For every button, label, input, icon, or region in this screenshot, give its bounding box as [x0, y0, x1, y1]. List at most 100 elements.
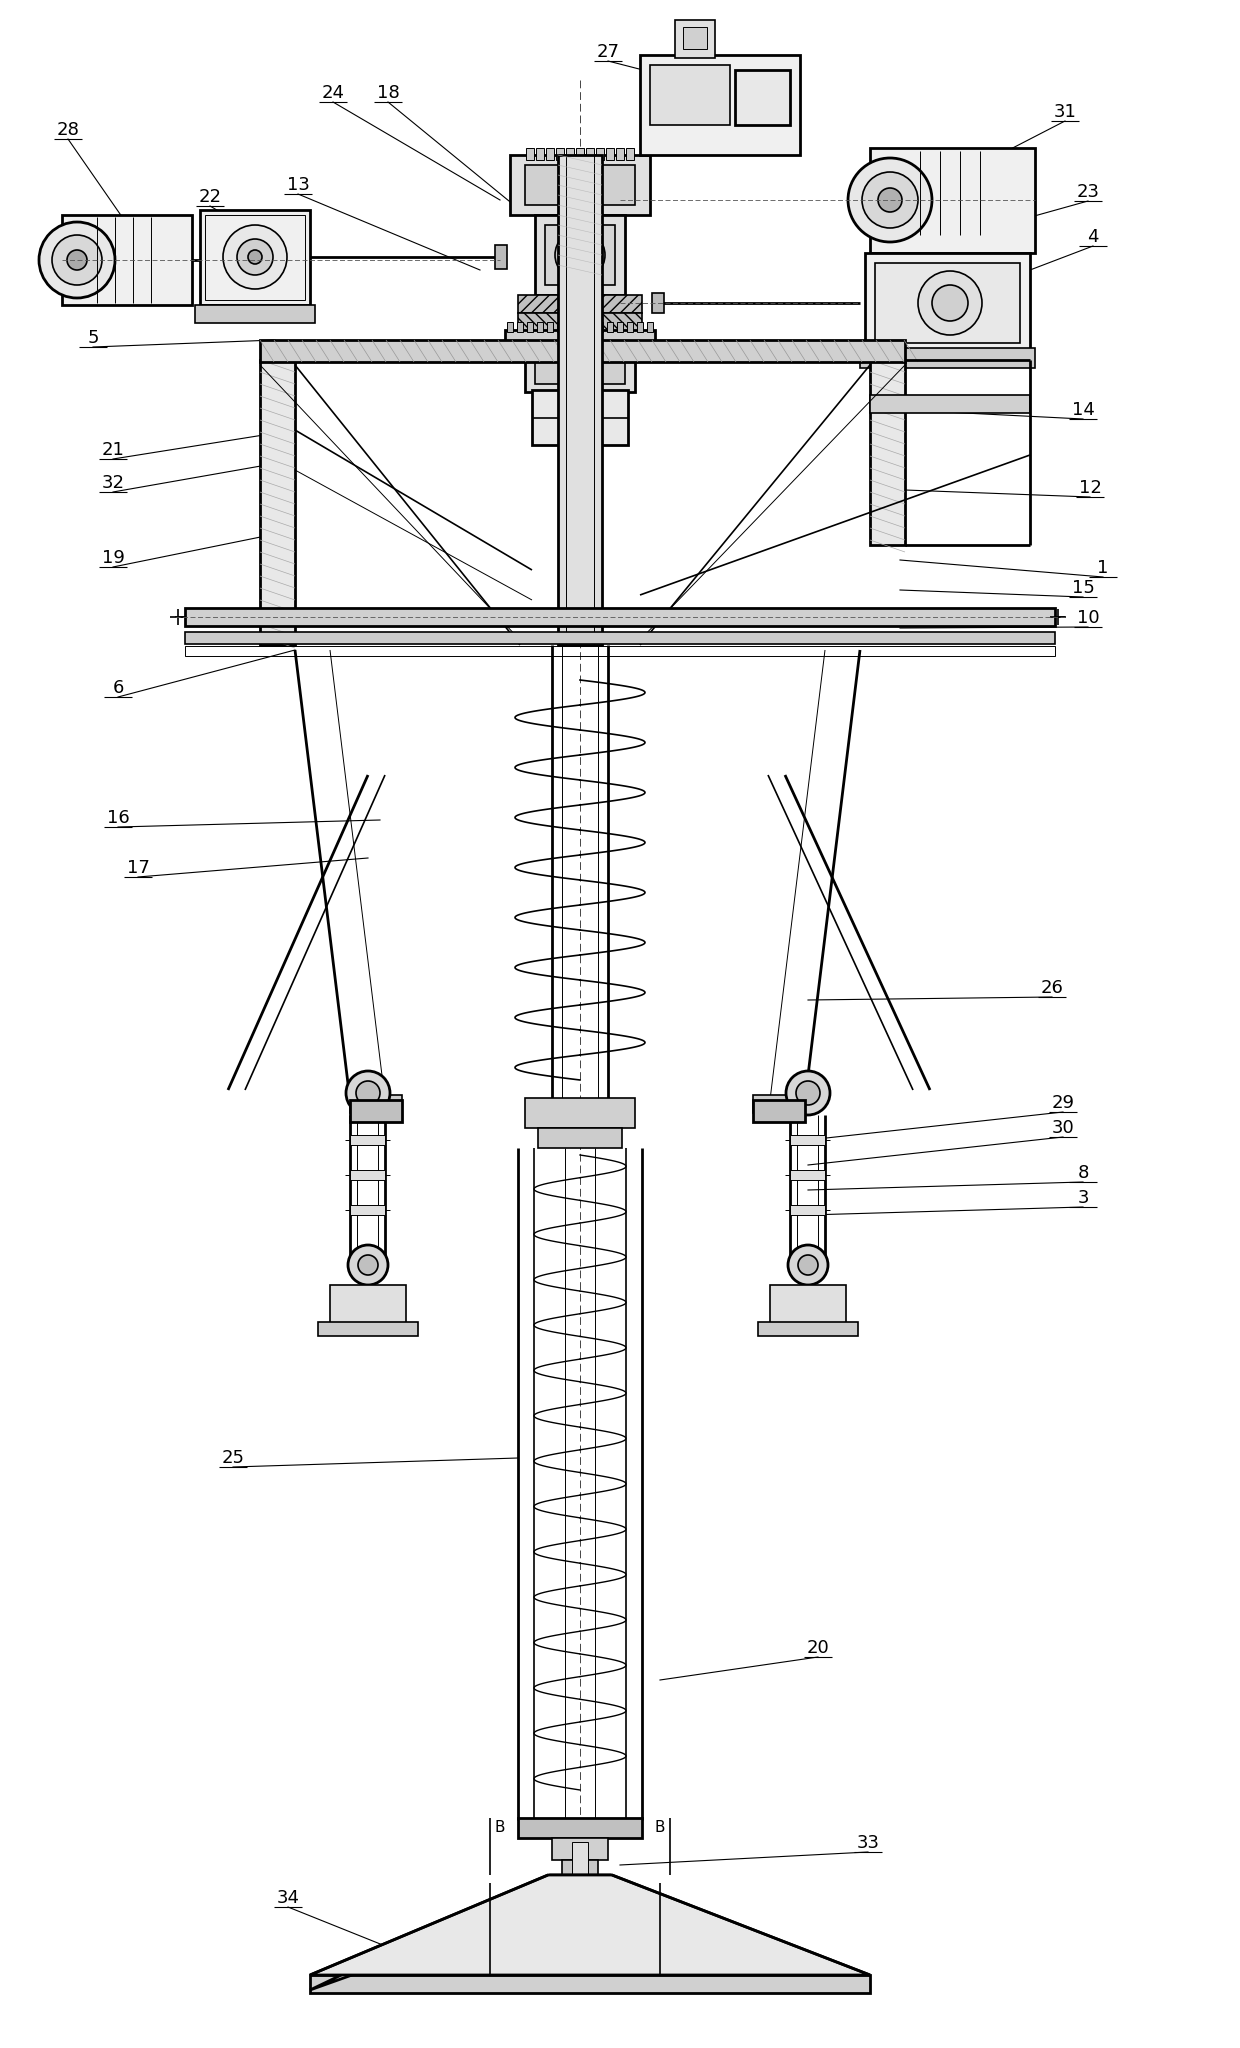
Bar	[647, 322, 653, 332]
Text: B: B	[655, 1821, 665, 1835]
Bar	[350, 1169, 384, 1180]
Bar	[510, 156, 650, 215]
Bar	[350, 1135, 384, 1145]
Bar	[537, 322, 543, 332]
Bar	[532, 389, 627, 444]
Text: 14: 14	[1071, 401, 1095, 420]
Bar	[62, 215, 192, 305]
Bar	[587, 147, 594, 160]
Text: 30: 30	[1052, 1118, 1074, 1137]
Circle shape	[786, 1071, 830, 1114]
Circle shape	[346, 1071, 391, 1114]
Circle shape	[787, 1245, 828, 1284]
Text: 10: 10	[1076, 608, 1100, 627]
Bar	[753, 1100, 805, 1122]
Circle shape	[862, 172, 918, 227]
Text: 4: 4	[1087, 227, 1099, 246]
Circle shape	[556, 229, 605, 281]
Text: 28: 28	[57, 121, 79, 139]
Bar	[567, 322, 573, 332]
Bar	[330, 1284, 405, 1325]
Bar	[596, 322, 603, 332]
Bar	[219, 246, 228, 274]
Bar	[525, 352, 635, 391]
Bar	[527, 322, 533, 332]
Bar	[558, 156, 601, 645]
Bar	[875, 262, 1021, 342]
Circle shape	[932, 285, 968, 322]
Bar	[683, 27, 707, 49]
Text: 33: 33	[857, 1835, 879, 1851]
Circle shape	[799, 1255, 818, 1276]
Circle shape	[67, 250, 87, 270]
Bar	[596, 147, 604, 160]
Text: 23: 23	[1076, 182, 1100, 201]
Bar	[185, 633, 1055, 643]
Circle shape	[348, 1245, 388, 1284]
Bar	[317, 1323, 418, 1335]
Circle shape	[796, 1081, 820, 1106]
Bar	[870, 360, 905, 545]
Bar	[525, 1098, 635, 1128]
Text: 32: 32	[102, 473, 124, 492]
Bar	[735, 70, 790, 125]
Text: 24: 24	[321, 84, 345, 102]
Bar	[350, 1204, 384, 1214]
Bar	[534, 360, 625, 385]
Circle shape	[848, 158, 932, 242]
Polygon shape	[310, 1876, 610, 1991]
Bar	[507, 322, 513, 332]
Bar	[565, 147, 574, 160]
Text: 22: 22	[198, 188, 222, 207]
Bar	[790, 1204, 825, 1214]
Bar	[608, 322, 613, 332]
Bar	[562, 1860, 598, 1878]
Bar	[587, 322, 593, 332]
Bar	[260, 340, 905, 362]
Circle shape	[237, 240, 273, 274]
Circle shape	[918, 270, 982, 336]
Text: 3: 3	[1078, 1190, 1089, 1206]
Bar	[185, 645, 1055, 655]
Bar	[870, 147, 1035, 254]
Bar	[577, 322, 583, 332]
Circle shape	[560, 352, 600, 391]
Bar	[770, 1284, 846, 1325]
Bar	[538, 1128, 622, 1149]
Bar	[557, 322, 563, 332]
Circle shape	[356, 1081, 379, 1106]
Bar	[546, 147, 554, 160]
Text: B: B	[495, 1821, 505, 1835]
Bar	[640, 55, 800, 156]
Bar	[626, 147, 634, 160]
Bar	[518, 295, 642, 313]
Circle shape	[570, 246, 590, 264]
Bar	[866, 254, 1030, 352]
Bar	[536, 147, 544, 160]
Bar	[185, 608, 1055, 627]
Circle shape	[358, 1255, 378, 1276]
Text: 19: 19	[102, 549, 124, 567]
Bar	[525, 166, 635, 205]
Bar	[195, 305, 315, 324]
Text: 6: 6	[113, 680, 124, 696]
Circle shape	[52, 236, 102, 285]
Bar	[572, 1841, 588, 1878]
Bar	[861, 348, 1035, 369]
Text: 1: 1	[1097, 559, 1109, 578]
Bar	[518, 313, 642, 332]
Bar	[310, 1974, 870, 1993]
Bar	[205, 215, 305, 299]
Bar	[790, 1169, 825, 1180]
Bar	[577, 147, 584, 160]
Text: 34: 34	[277, 1888, 300, 1907]
Bar	[675, 20, 715, 57]
Circle shape	[248, 250, 262, 264]
Bar	[627, 322, 632, 332]
Bar	[790, 1135, 825, 1145]
Bar	[650, 66, 730, 125]
Text: 31: 31	[1054, 102, 1076, 121]
Text: 20: 20	[807, 1638, 830, 1657]
Circle shape	[223, 225, 286, 289]
Text: 13: 13	[286, 176, 310, 195]
